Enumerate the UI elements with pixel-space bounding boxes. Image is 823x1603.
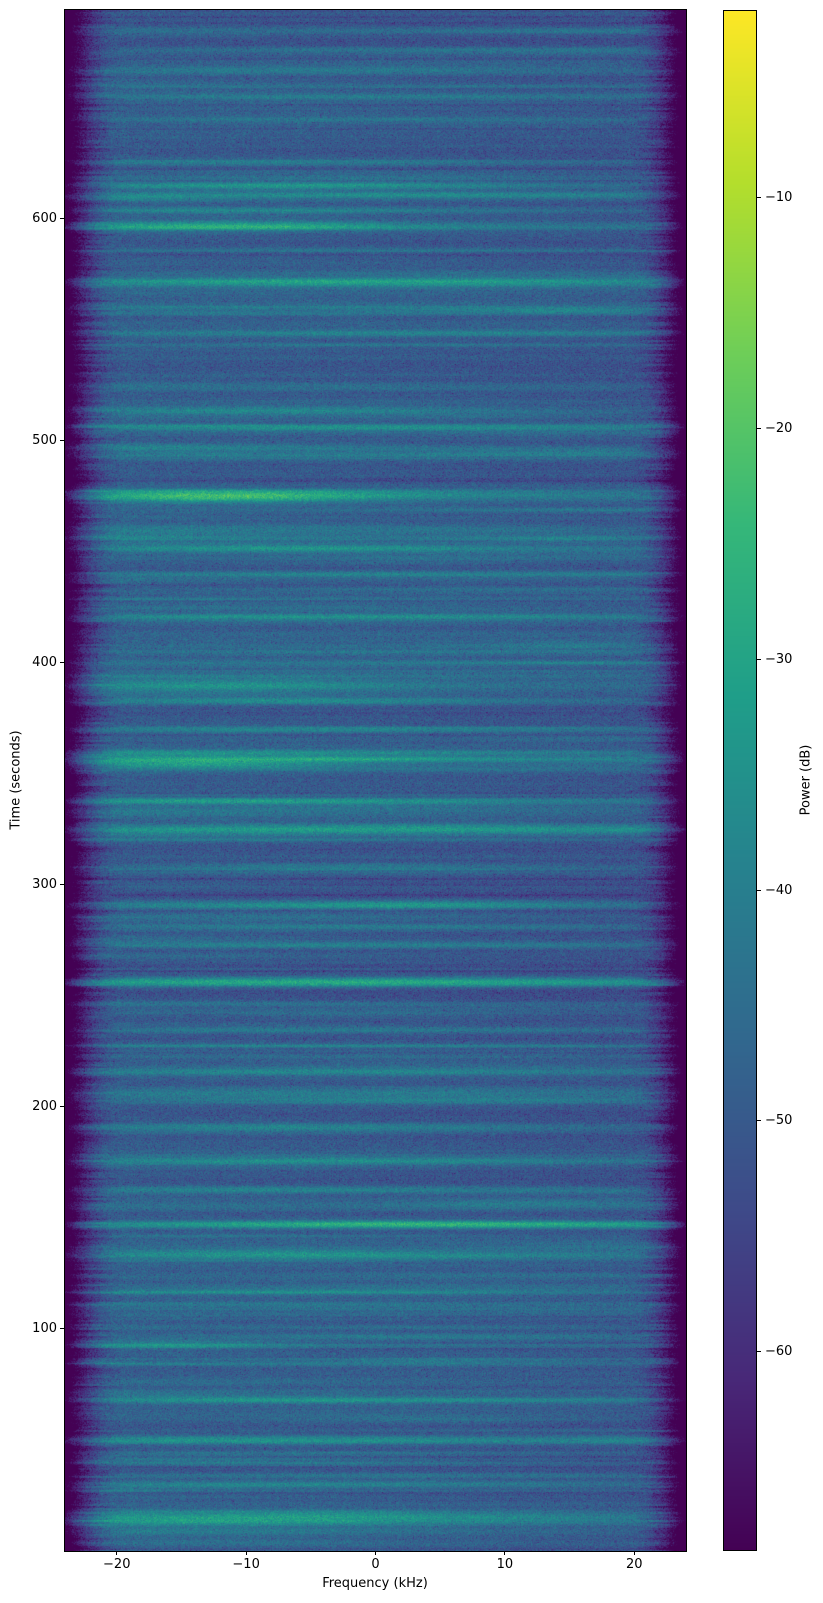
colorbar-label: Power (dB): [798, 744, 814, 816]
colorbar-tick-label: −50: [765, 1113, 793, 1129]
colorbar-tick: [757, 889, 761, 891]
colorbar-tick: [757, 428, 761, 430]
x-tick-label: 10: [496, 1557, 514, 1572]
y-tick-label: 500: [32, 433, 57, 449]
colorbar-tick: [757, 1351, 761, 1353]
y-tick: [60, 440, 64, 442]
x-tick-label: 20: [625, 1557, 643, 1572]
y-tick-label: 400: [32, 655, 57, 671]
colorbar-tick-label: −20: [765, 421, 793, 437]
colorbar-tick-label: −40: [765, 882, 793, 898]
x-tick: [116, 1551, 118, 1555]
x-axis-label: Frequency (kHz): [322, 1576, 428, 1591]
colorbar-tick-label: −10: [765, 190, 793, 206]
y-tick: [60, 884, 64, 886]
x-tick: [375, 1551, 376, 1555]
x-tick-label: −10: [232, 1557, 260, 1572]
y-tick-label: 100: [32, 1321, 57, 1337]
x-tick: [504, 1551, 506, 1555]
y-tick: [60, 1328, 64, 1330]
colorbar-tick: [757, 1120, 761, 1122]
y-tick: [60, 218, 64, 220]
colorbar-tick-label: −60: [765, 1344, 793, 1360]
x-tick-label: 0: [371, 1557, 380, 1572]
y-axis-label: Time (seconds): [8, 730, 24, 830]
y-tick-label: 600: [32, 211, 57, 227]
x-tick: [245, 1551, 247, 1555]
spectrogram-heatmap: [65, 10, 686, 1551]
x-tick-label: −20: [103, 1557, 131, 1572]
x-tick: [633, 1551, 635, 1555]
colorbar-gradient: [724, 11, 756, 1550]
y-tick: [60, 1106, 64, 1108]
colorbar-tick: [757, 658, 761, 660]
colorbar-tick-label: −30: [765, 651, 793, 667]
y-tick-label: 300: [32, 877, 57, 893]
y-tick: [60, 662, 64, 664]
colorbar-tick: [757, 197, 761, 199]
y-tick-label: 200: [32, 1099, 57, 1115]
